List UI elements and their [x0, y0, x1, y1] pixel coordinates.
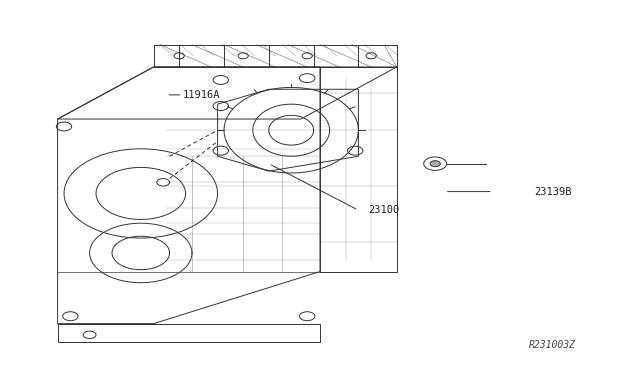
Text: 11916A: 11916A: [182, 90, 220, 100]
Circle shape: [430, 161, 440, 167]
Text: 23139B: 23139B: [534, 187, 572, 196]
Text: 23100: 23100: [368, 205, 399, 215]
Text: R231003Z: R231003Z: [529, 340, 576, 350]
